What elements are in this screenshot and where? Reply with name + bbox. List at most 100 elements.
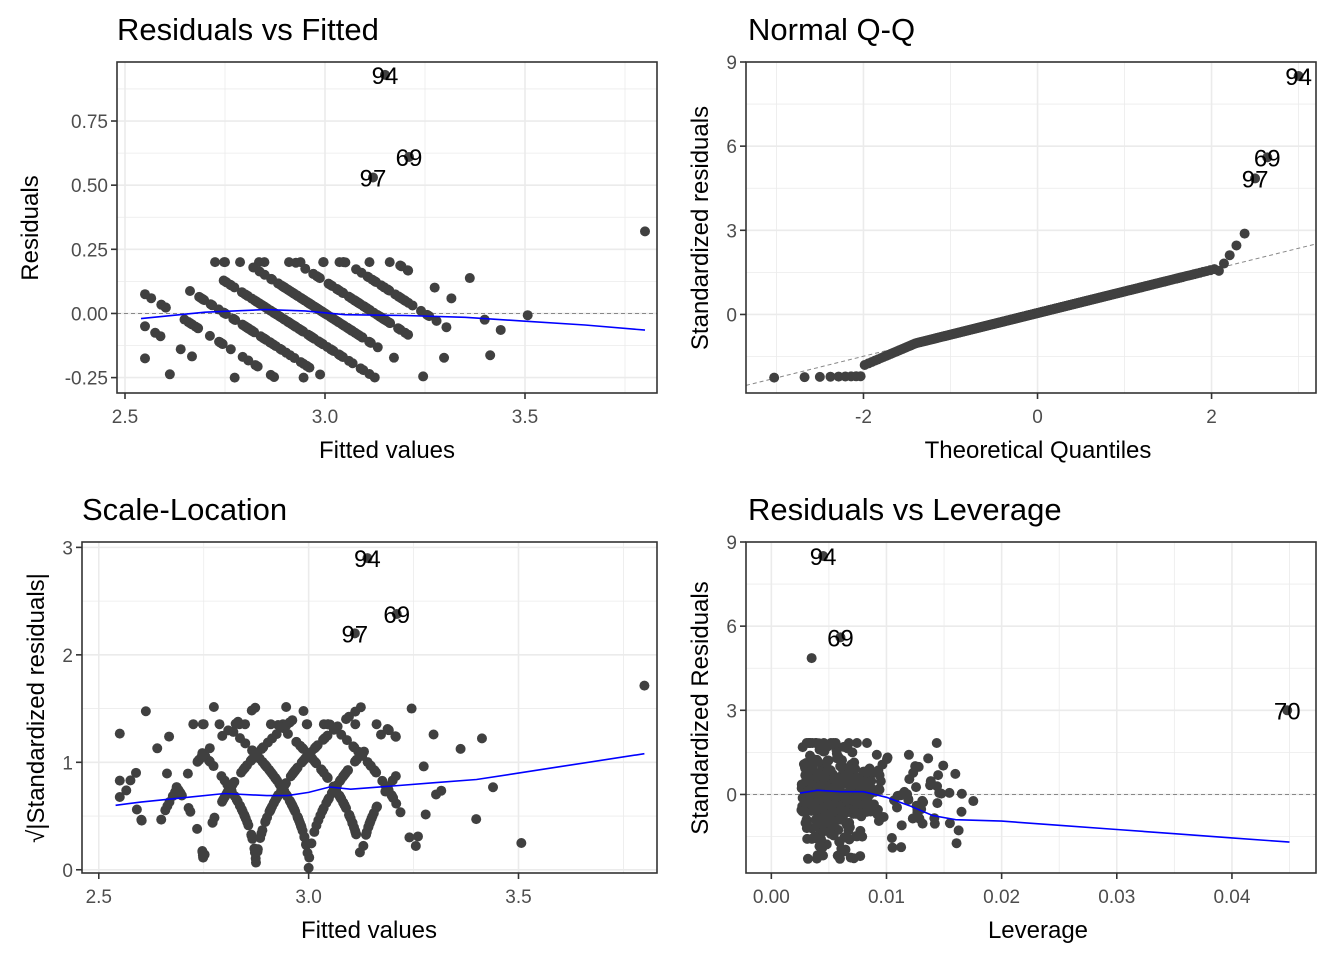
data-point — [260, 760, 271, 771]
data-point — [911, 782, 922, 793]
outlier-point — [391, 609, 402, 620]
y-tick-label: -0.25 — [65, 369, 108, 390]
data-point — [245, 755, 256, 766]
y-axis-label: √|Standardized residuals| — [23, 573, 50, 843]
data-point — [886, 833, 897, 844]
chart-title: Residuals vs Leverage — [748, 492, 1062, 527]
data-point — [817, 780, 828, 791]
data-point — [217, 796, 228, 807]
data-point — [441, 322, 452, 333]
data-point — [418, 761, 429, 772]
chart-title: Residuals vs Fitted — [117, 12, 379, 47]
data-point — [314, 273, 325, 284]
x-tick-label: 3.0 — [295, 887, 321, 908]
data-point — [380, 315, 391, 326]
data-point — [269, 372, 280, 383]
data-point — [170, 786, 181, 797]
x-axis-label: Fitted values — [301, 917, 437, 944]
data-point — [801, 737, 812, 748]
data-point — [1224, 250, 1235, 261]
data-point — [485, 350, 496, 361]
outlier-point — [349, 628, 360, 639]
data-point — [953, 825, 964, 836]
data-point — [140, 321, 150, 332]
data-point — [1218, 258, 1229, 269]
data-point — [303, 862, 314, 873]
data-point — [814, 371, 825, 382]
data-point — [193, 755, 204, 766]
panel-border — [81, 541, 658, 874]
data-point — [839, 846, 850, 857]
data-point — [114, 791, 125, 802]
data-point — [338, 257, 349, 268]
data-point — [355, 749, 366, 760]
data-point — [254, 753, 265, 764]
panel-scale-location: Scale-Location 2.5 3.0 3.5 0 1 2 3 Fitted valu… — [23, 492, 658, 944]
data-point — [140, 353, 150, 364]
outlier-point — [368, 172, 378, 183]
data-point — [379, 282, 390, 293]
data-point — [282, 316, 293, 327]
data-point — [464, 273, 475, 284]
data-point — [247, 833, 258, 844]
data-point — [257, 332, 268, 343]
x-tick-label: 0.02 — [983, 887, 1020, 908]
data-point — [349, 327, 360, 338]
data-point — [228, 313, 239, 324]
data-point — [363, 822, 374, 833]
data-point — [428, 729, 439, 740]
data-point — [114, 728, 125, 739]
y-tick-label: 2 — [62, 646, 73, 667]
y-tick-label: 3 — [62, 538, 73, 559]
data-point — [364, 336, 375, 347]
outlier-label: 70 — [1274, 698, 1301, 725]
data-point — [249, 847, 260, 858]
data-point — [799, 372, 810, 383]
data-point — [881, 753, 892, 764]
data-point — [235, 257, 246, 268]
outlier-point — [362, 553, 373, 564]
data-point — [301, 719, 312, 730]
data-point — [471, 814, 482, 825]
data-point — [968, 796, 979, 807]
data-point — [316, 765, 327, 776]
panel-border — [116, 61, 658, 394]
data-point — [291, 736, 302, 747]
data-point — [944, 818, 955, 829]
data-point — [640, 226, 650, 237]
data-point — [355, 702, 366, 713]
data-point — [282, 728, 293, 739]
data-point — [317, 806, 328, 817]
data-point — [802, 853, 813, 864]
data-point — [289, 353, 300, 364]
data-point — [837, 811, 848, 822]
data-point — [801, 818, 812, 829]
smooth-line — [115, 752, 645, 807]
data-point — [204, 330, 215, 341]
data-point — [114, 775, 125, 786]
data-point — [843, 825, 854, 836]
x-tick-label: 3.5 — [505, 887, 531, 908]
x-tick-label: 3.0 — [312, 407, 338, 428]
outlier-point — [1262, 152, 1273, 163]
data-point — [384, 257, 395, 268]
data-point — [938, 760, 949, 771]
data-point — [341, 735, 352, 746]
data-point — [243, 355, 254, 366]
data-point — [281, 702, 292, 713]
data-point — [863, 777, 874, 788]
outlier-label: 97 — [341, 621, 368, 648]
data-point — [843, 763, 854, 774]
y-tick-label: 9 — [726, 53, 737, 74]
data-point — [301, 752, 312, 763]
data-point — [903, 749, 914, 760]
data-point — [198, 852, 209, 863]
data-point — [161, 768, 172, 779]
data-point — [332, 284, 343, 295]
data-point — [197, 719, 208, 730]
outlier-point — [1293, 71, 1304, 82]
y-tick-label: 0.25 — [71, 240, 108, 261]
data-point — [956, 788, 967, 799]
